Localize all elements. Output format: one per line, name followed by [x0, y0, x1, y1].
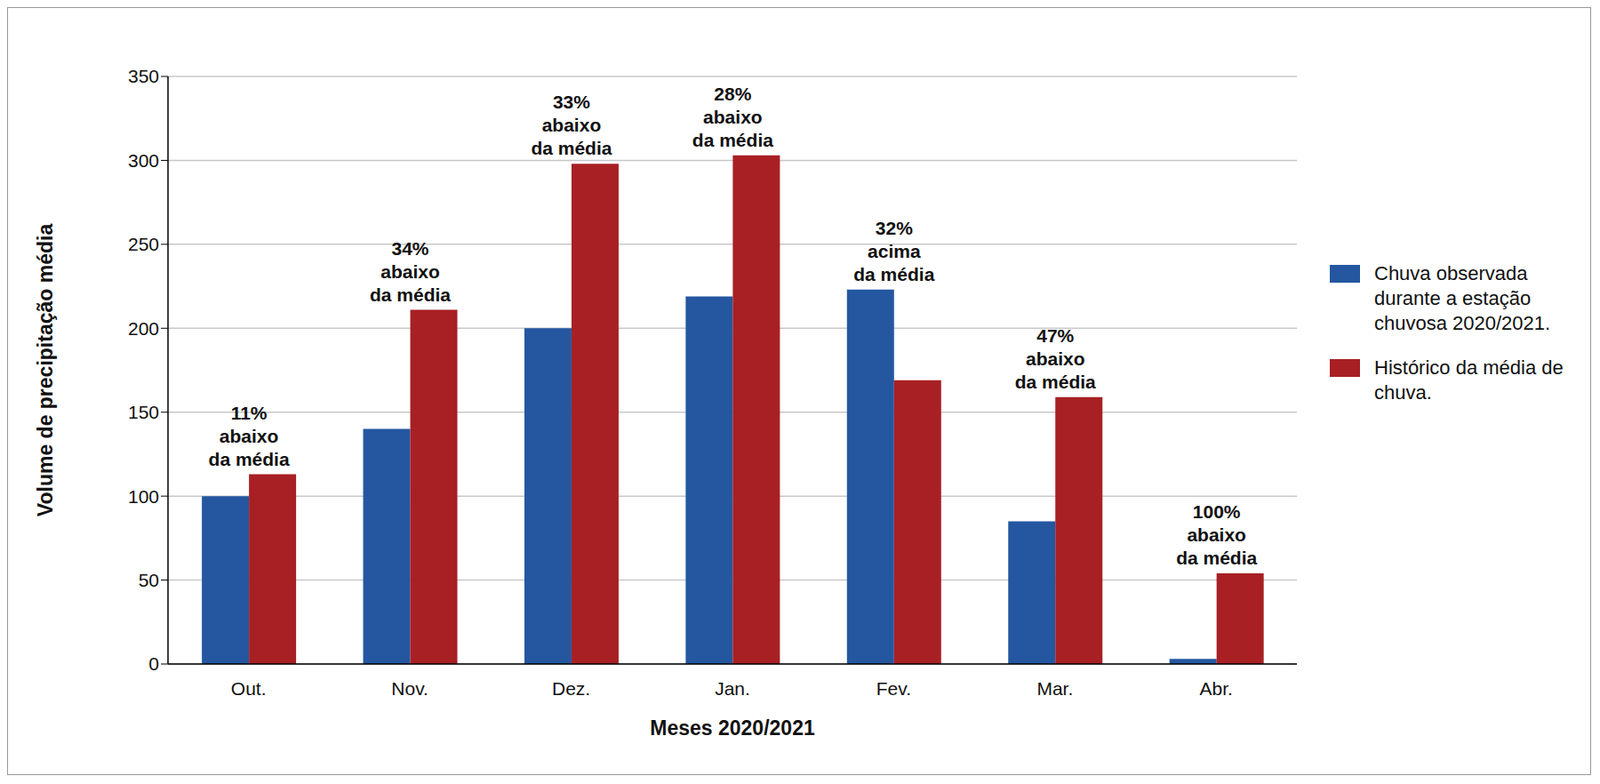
svg-text:da média: da média — [1015, 371, 1096, 392]
svg-text:150: 150 — [128, 401, 160, 423]
svg-text:32%: 32% — [875, 217, 913, 239]
html-text:Histórico da média de chuva.: Histórico da média de chuva. — [1374, 356, 1564, 404]
svg-text:da média: da média — [530, 137, 612, 159]
svg-text:28%: 28% — [713, 83, 752, 104]
svg-text:350: 350 — [128, 65, 160, 87]
svg-text:33%: 33% — [552, 91, 591, 112]
svg-text:50: 50 — [138, 569, 160, 591]
svg-text:300: 300 — [128, 150, 160, 171]
svg-text:abaixo: abaixo — [1186, 524, 1247, 545]
svg-text:abaixo: abaixo — [703, 106, 763, 128]
svg-text:34%: 34% — [392, 238, 430, 259]
svg-text:Nov.: Nov. — [391, 678, 429, 699]
svg-text:da média: da média — [369, 284, 451, 305]
svg-text:Volume de precipitação média: Volume de precipitação média — [33, 224, 57, 518]
svg-text:Meses 2020/2021: Meses 2020/2021 — [649, 716, 816, 740]
svg-text:Mar.: Mar. — [1036, 678, 1073, 699]
svg-text:abaixo: abaixo — [219, 425, 280, 447]
svg-text:100: 100 — [128, 486, 160, 507]
svg-text:100%: 100% — [1192, 501, 1241, 522]
svg-text:acima: acima — [867, 240, 921, 262]
svg-text:da média: da média — [692, 129, 774, 151]
svg-text:47%: 47% — [1036, 325, 1074, 346]
svg-text:abaixo: abaixo — [1025, 348, 1086, 369]
svg-text:da média: da média — [208, 448, 290, 470]
svg-text:250: 250 — [128, 233, 160, 255]
svg-text:Abr.: Abr. — [1200, 678, 1233, 699]
svg-text:da média: da média — [1176, 547, 1257, 568]
svg-text:Dez.: Dez. — [552, 678, 591, 699]
svg-text:0: 0 — [148, 653, 160, 674]
svg-text:Jan.: Jan. — [714, 678, 751, 699]
svg-text:abaixo: abaixo — [380, 261, 440, 282]
svg-text:11%: 11% — [231, 402, 268, 424]
svg-text:Fev.: Fev. — [876, 678, 912, 699]
svg-text:abaixo: abaixo — [542, 114, 602, 136]
svg-text:Out.: Out. — [231, 678, 267, 699]
svg-text:200: 200 — [128, 318, 160, 339]
svg-text:da média: da média — [853, 264, 935, 285]
html-text:Chuva observada durante a esta: Chuva observada durante a estação chuvos… — [1374, 262, 1551, 335]
